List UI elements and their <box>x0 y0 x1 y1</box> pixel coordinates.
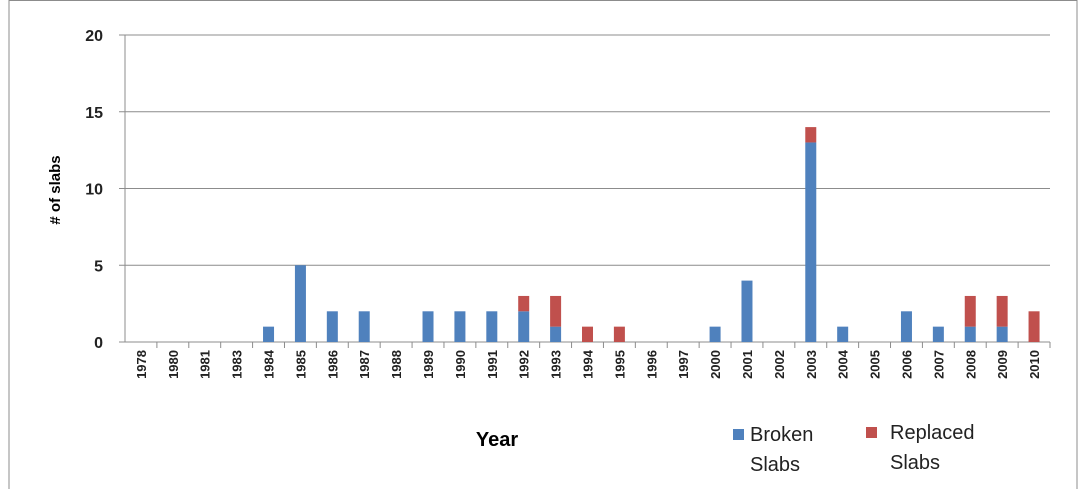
y-tick-label: 0 <box>94 335 103 352</box>
y-tick-label: 15 <box>85 105 103 122</box>
x-tick-label: 1991 <box>485 350 500 379</box>
bar <box>964 295 976 327</box>
bar <box>358 311 370 342</box>
bar <box>964 326 976 342</box>
x-tick-label: 2004 <box>836 349 851 379</box>
x-tick-label: 1984 <box>262 349 277 379</box>
legend-label: Replaced Slabs <box>890 422 975 474</box>
x-axis-label: Year <box>476 429 518 451</box>
x-tick-label: 2005 <box>868 350 883 379</box>
bar <box>422 311 434 342</box>
bar <box>550 295 562 327</box>
x-tick-label: 2000 <box>708 350 723 379</box>
bar <box>613 326 625 342</box>
x-tick-label: 2009 <box>995 350 1010 379</box>
y-tick-label: 20 <box>85 28 103 45</box>
legend-swatch <box>866 427 877 438</box>
x-tick-label: 1997 <box>676 350 691 379</box>
bar <box>518 311 530 342</box>
bar <box>326 311 338 342</box>
x-tick-label: 2008 <box>963 350 978 379</box>
x-tick-label: 2003 <box>804 350 819 379</box>
x-tick-label: 1995 <box>612 350 627 379</box>
bar <box>486 311 498 342</box>
y-tick-label: 5 <box>94 258 103 275</box>
x-tick-label: 1983 <box>230 350 245 379</box>
bar <box>932 326 944 342</box>
x-tick-label: 1986 <box>325 350 340 379</box>
x-tick-label: 1996 <box>644 350 659 379</box>
x-tick-label: 1994 <box>581 349 596 379</box>
x-tick-label: 1987 <box>357 350 372 379</box>
bar <box>518 295 530 312</box>
x-tick-label: 2006 <box>899 350 914 379</box>
bar <box>996 295 1008 327</box>
legend-label: Broken Slabs <box>750 424 814 476</box>
x-tick-label: 1990 <box>453 350 468 379</box>
chart-border <box>8 0 1078 489</box>
x-tick-label: 1989 <box>421 350 436 379</box>
x-tick-label: 1988 <box>389 350 404 379</box>
bar <box>454 311 466 342</box>
bar <box>709 326 721 342</box>
x-tick-label: 2010 <box>1027 350 1042 379</box>
bar <box>582 326 593 342</box>
x-tick-label: 1981 <box>198 350 213 379</box>
x-tick-label: 2002 <box>772 350 787 379</box>
bar <box>1028 311 1040 342</box>
bar <box>550 326 562 342</box>
x-tick-label: 2001 <box>740 350 755 379</box>
bar <box>805 127 817 143</box>
legend-swatch <box>733 429 744 440</box>
x-tick-label: 2007 <box>931 350 946 379</box>
y-tick-label: 10 <box>85 182 103 199</box>
x-tick-label: 1985 <box>293 350 308 379</box>
bar <box>837 326 849 342</box>
x-tick-label: 1980 <box>166 350 181 379</box>
x-tick-label: 1978 <box>134 350 149 379</box>
bar <box>996 326 1008 342</box>
y-axis-label: # of slabs <box>47 155 64 224</box>
bar <box>741 280 753 342</box>
bar <box>805 142 817 342</box>
x-tick-label: 1993 <box>549 350 564 379</box>
bar <box>263 326 275 342</box>
x-tick-label: 1992 <box>517 350 532 379</box>
bar <box>294 265 306 342</box>
bar <box>900 311 912 342</box>
